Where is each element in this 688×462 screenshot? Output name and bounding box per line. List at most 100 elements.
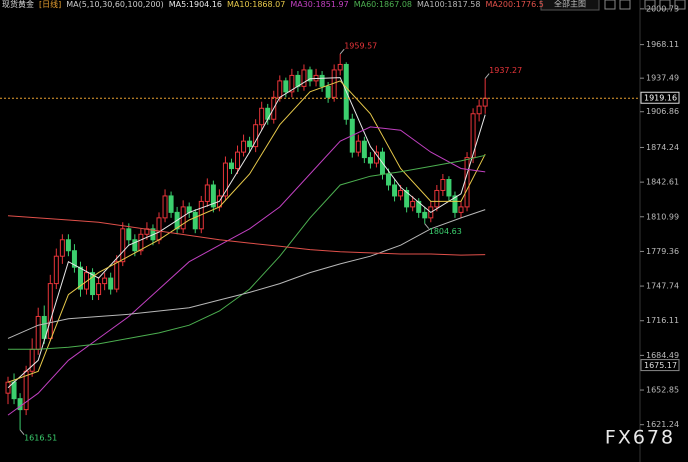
candle-body bbox=[464, 157, 470, 208]
candle-body bbox=[108, 277, 114, 290]
candle-body bbox=[253, 124, 259, 148]
candle-body bbox=[361, 140, 367, 159]
toolbar-icon[interactable] bbox=[619, 0, 631, 10]
extreme-label: 1804.63 bbox=[429, 227, 462, 236]
toolbar-icon[interactable] bbox=[659, 0, 671, 10]
toolbar-button[interactable] bbox=[540, 0, 600, 11]
candle-body bbox=[168, 195, 174, 213]
candle-body bbox=[247, 140, 253, 148]
candle-body bbox=[434, 189, 440, 208]
candle-body bbox=[210, 184, 216, 208]
candle-body bbox=[452, 195, 458, 213]
y-tick-label: 1968.11 bbox=[646, 40, 679, 49]
period: [日线] bbox=[39, 0, 62, 9]
indicator: MA(5,10,30,60,100,200) bbox=[66, 0, 164, 9]
ma-line bbox=[8, 154, 486, 350]
candle-body bbox=[289, 74, 295, 93]
candle-body bbox=[114, 261, 120, 290]
y-tick-label: 1652.85 bbox=[646, 386, 679, 395]
legend-entry: MA10:1868.07 bbox=[227, 0, 286, 9]
candle-body bbox=[35, 315, 41, 350]
candle-body bbox=[90, 272, 96, 296]
price-marker-label: 1675.17 bbox=[644, 361, 677, 370]
candle-body bbox=[476, 105, 482, 115]
y-tick-label: 1810.99 bbox=[646, 212, 679, 221]
extreme-label: 1937.27 bbox=[489, 66, 522, 75]
candle-body bbox=[156, 217, 162, 241]
candle-body bbox=[222, 162, 228, 197]
candle-body bbox=[458, 206, 464, 213]
candle-body bbox=[440, 179, 446, 191]
ma-line bbox=[7, 126, 486, 416]
candle-body bbox=[192, 211, 198, 230]
toolbar-button-label[interactable]: 全部主图 bbox=[554, 0, 586, 9]
candle-body bbox=[373, 151, 379, 164]
toolbar-icon[interactable] bbox=[604, 0, 616, 10]
candle-body bbox=[41, 315, 47, 339]
y-tick-label: 1621.24 bbox=[646, 420, 679, 429]
candle-body bbox=[337, 63, 343, 71]
y-tick-label: 1779.36 bbox=[646, 247, 679, 256]
y-tick-label: 1716.11 bbox=[646, 316, 679, 325]
ma-line bbox=[7, 77, 486, 389]
y-tick-label: 1874.24 bbox=[646, 143, 679, 152]
candle-body bbox=[102, 277, 108, 285]
instrument: 现货黄金 bbox=[2, 0, 34, 9]
legend-entry: MA5:1904.16 bbox=[168, 0, 222, 9]
legend-entry: MA100:1817.58 bbox=[417, 0, 481, 9]
y-tick-label: 1842.61 bbox=[646, 178, 679, 187]
candle-body bbox=[367, 157, 373, 164]
candle-body bbox=[241, 140, 247, 153]
candle-body bbox=[404, 189, 410, 208]
legend-entry: MA200:1776.5 bbox=[485, 0, 544, 9]
candle-body bbox=[301, 69, 307, 87]
legend-entry: MA60:1867.08 bbox=[353, 0, 413, 9]
candle-body bbox=[180, 206, 186, 230]
candle-body bbox=[319, 74, 325, 87]
current-price-label: 1919.16 bbox=[644, 94, 677, 103]
candle-body bbox=[283, 80, 289, 93]
candle-body bbox=[138, 233, 144, 252]
candle-body bbox=[482, 97, 488, 107]
legend-entry: MA30:1851.97 bbox=[290, 0, 349, 9]
candle-body bbox=[228, 162, 234, 170]
ma-line bbox=[7, 215, 486, 256]
candle-body bbox=[77, 266, 83, 290]
toolbar-icon[interactable] bbox=[644, 0, 656, 10]
y-tick-label: 2000.73 bbox=[646, 4, 679, 13]
candle-body bbox=[96, 283, 102, 296]
y-tick-label: 1747.74 bbox=[646, 282, 679, 291]
candle-body bbox=[29, 348, 35, 372]
price-marker-box bbox=[640, 359, 680, 372]
candle-body bbox=[307, 69, 313, 82]
candle-body bbox=[235, 151, 241, 170]
candle-body bbox=[47, 283, 53, 339]
extreme-label: 1959.57 bbox=[344, 41, 377, 50]
candle-body bbox=[11, 381, 17, 400]
header: 现货黄金 [日线] MA(5,10,30,60,100,200) MA5:190… bbox=[2, 0, 544, 10]
extreme-pointer bbox=[19, 429, 25, 435]
candle-body bbox=[120, 228, 126, 263]
extreme-label: 1616.51 bbox=[24, 433, 57, 442]
candle-body bbox=[398, 189, 404, 197]
candle-body bbox=[416, 200, 422, 213]
candle-body bbox=[23, 370, 29, 411]
candle-body bbox=[386, 173, 392, 186]
ma-line bbox=[7, 209, 486, 339]
current-price-box bbox=[640, 91, 680, 104]
candle-body bbox=[355, 140, 361, 153]
candle-body bbox=[277, 80, 283, 98]
y-tick-label: 1906.86 bbox=[646, 107, 679, 116]
candle-body bbox=[446, 179, 452, 197]
toolbar-icon[interactable] bbox=[674, 0, 686, 10]
y-tick-label: 1937.49 bbox=[646, 74, 679, 83]
watermark: FX678 bbox=[605, 427, 675, 449]
extreme-pointer bbox=[484, 73, 490, 79]
candle-body bbox=[65, 239, 71, 252]
candle-body bbox=[59, 239, 65, 257]
candle-body bbox=[392, 184, 398, 197]
candle-body bbox=[259, 107, 265, 126]
ma-line bbox=[7, 80, 486, 383]
